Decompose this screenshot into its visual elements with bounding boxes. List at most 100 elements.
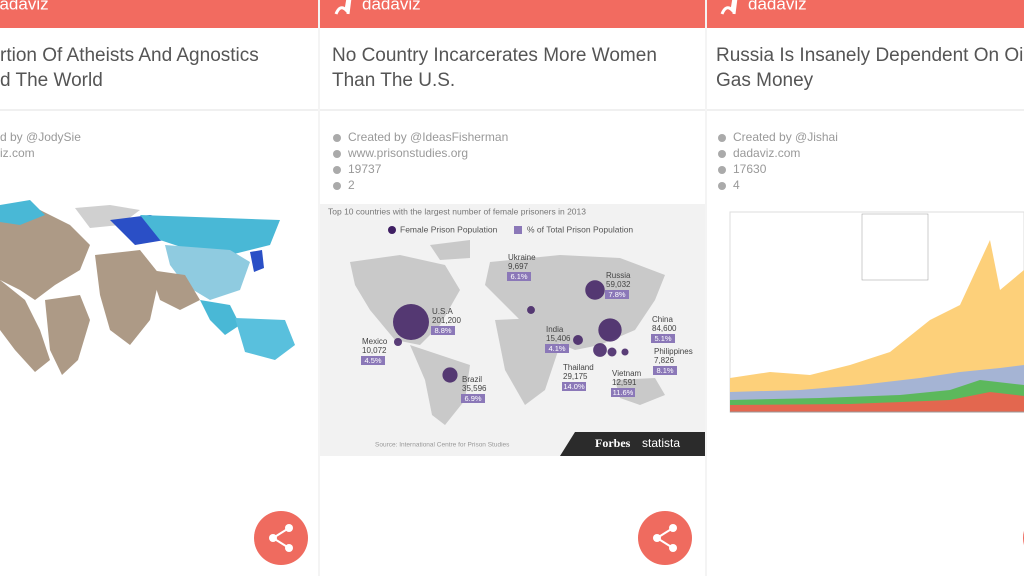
country-bubble [585,280,605,300]
meta-icon [333,150,341,158]
infographic-title: Top 10 countries with the largest number… [328,206,586,216]
app-name: dadaviz [0,0,49,13]
meta-text: d by @JodySie [0,130,81,144]
share-badge [562,382,586,391]
map-region [0,210,90,300]
app-bar [0,0,318,28]
infographic-source: Source: International Centre for Prison … [375,442,510,449]
country-population: 29,175 [563,372,588,381]
country-name: Mexico [362,337,388,346]
legend-swatch [388,226,396,234]
country-bubble [393,337,403,347]
country-bubble [527,306,535,314]
country-bubble [598,318,622,342]
share-badge [653,366,677,375]
country-population: 35,596 [462,384,487,393]
map-region [0,200,45,225]
post-title: Russia Is Insanely Dependent On Oil [716,45,1024,66]
country-bubble [621,348,629,356]
country-share: 8.1% [656,366,673,375]
share-icon [653,524,677,552]
country-share: 8.8% [434,326,451,335]
meta-icon [333,182,341,190]
meta-text: 2 [348,178,355,192]
meta-icon [718,182,726,190]
country-bubble [442,367,458,383]
country-name: Ukraine [508,253,536,262]
share-badge [545,344,569,353]
country-share: 6.9% [464,394,481,403]
map-region [150,270,200,310]
meta-icon [333,166,341,174]
map-region [75,205,140,228]
share-badge [361,356,385,365]
app-logo [334,0,352,15]
country-share: 14.0% [563,382,585,391]
country-name: Vietnam [612,369,642,378]
country-population: 59,032 [606,280,631,289]
country-population: 201,200 [432,316,461,325]
map-region [45,295,90,375]
share-badge [431,326,455,335]
country-population: 7,826 [654,356,675,365]
legend-label: % of Total Prison Population [527,224,633,234]
country-share: 11.6% [613,388,634,397]
world-map [0,200,295,375]
country-bubble [593,343,607,357]
app-name: dadaviz [748,0,807,13]
meta-text: 4 [733,178,740,192]
share-button[interactable] [254,511,308,565]
app-bar [707,0,1024,28]
screen-1: dadaviz rtion Of Atheists And Agnostics d … [0,0,318,576]
brand: Forbes [595,436,631,450]
share-icon [269,524,293,552]
post-title: d The World [0,70,103,91]
share-badge [461,394,485,403]
app-logo [720,0,738,15]
country-population: 9,697 [508,262,529,271]
country-population: 12,591 [612,378,637,387]
country-population: 15,406 [546,334,571,343]
share-badge [507,272,531,281]
meta-icon [718,166,726,174]
map-region [95,250,160,345]
meta-icon [718,134,726,142]
country-population: 84,600 [652,324,677,333]
legend-label: Female Prison Population [400,224,498,234]
post-title: rtion Of Atheists And Agnostics [0,45,259,66]
country-name: Russia [606,271,631,280]
share-badge [611,388,635,397]
app-bar [320,0,705,28]
brand: statista [642,436,680,450]
app-name: dadaviz [362,0,421,13]
country-name: India [546,325,564,334]
country-share: 4.1% [548,344,565,353]
country-name: Philippines [654,347,693,356]
country-name: Thailand [563,363,594,372]
meta-text: Created by @IdeasFisherman [348,130,508,144]
embedded-area-chart [729,211,1024,413]
country-bubble [573,335,583,345]
country-share: 6.1% [510,272,527,281]
area [730,240,1024,412]
share-badge [651,334,675,343]
meta-text: dadaviz.com [733,146,800,160]
meta-icon [333,134,341,142]
post-title: Than The U.S. [332,70,455,91]
country-population: 10,072 [362,346,387,355]
meta-icon [718,150,726,158]
map-region [200,300,240,335]
country-bubble [393,304,429,340]
country-name: U.S.A [432,307,454,316]
map-region [250,250,264,272]
area [730,392,1024,412]
meta-text: iz.com [0,146,35,160]
country-share: 4.5% [364,356,381,365]
screen-3: dadaviz Russia Is Insanely Dependent On O… [707,0,1024,576]
meta-text: www.prisonstudies.org [347,146,468,160]
legend-swatch [514,226,522,234]
meta-text: Created by @Jishai [733,130,838,144]
share-button[interactable] [638,511,692,565]
brand-band [560,432,705,456]
